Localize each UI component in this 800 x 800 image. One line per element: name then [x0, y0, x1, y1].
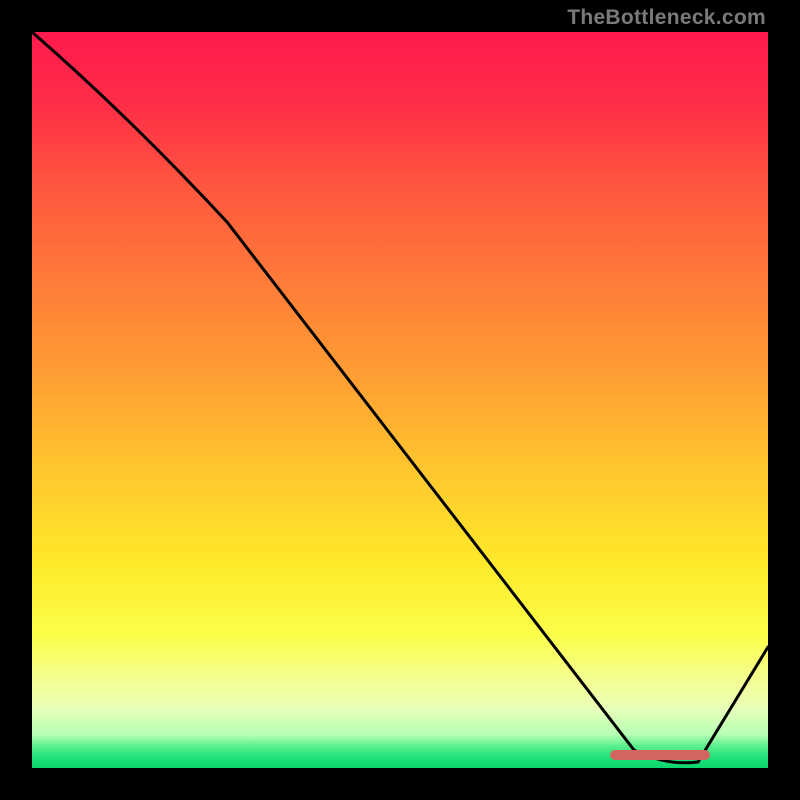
plot-area [32, 32, 768, 768]
watermark-text: TheBottleneck.com [567, 6, 766, 30]
optimal-range-marker [610, 750, 710, 760]
plot-frame-right [768, 0, 800, 800]
plot-frame-bottom [0, 768, 800, 800]
bottleneck-curve [32, 32, 768, 763]
curve-layer [32, 32, 768, 768]
plot-frame-left [0, 0, 32, 800]
